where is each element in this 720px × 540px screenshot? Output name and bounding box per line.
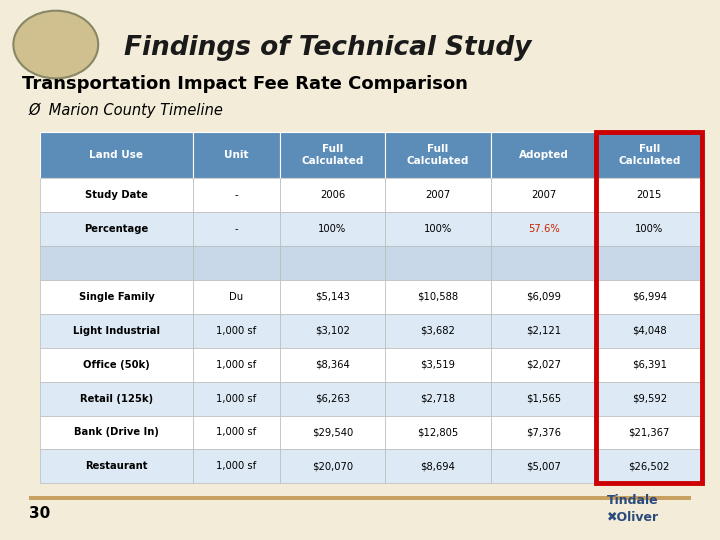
Text: Findings of Technical Study: Findings of Technical Study: [124, 35, 531, 61]
Text: $6,391: $6,391: [631, 360, 667, 370]
Text: $2,027: $2,027: [526, 360, 561, 370]
Text: Full
Calculated: Full Calculated: [301, 144, 364, 166]
Text: Adopted: Adopted: [518, 150, 569, 160]
Text: $6,263: $6,263: [315, 394, 350, 403]
Text: $5,007: $5,007: [526, 461, 561, 471]
Text: $10,588: $10,588: [418, 292, 459, 302]
Text: Percentage: Percentage: [84, 224, 148, 234]
Text: Retail (125k): Retail (125k): [80, 394, 153, 403]
Text: $6,099: $6,099: [526, 292, 561, 302]
Text: Land Use: Land Use: [89, 150, 143, 160]
Text: 2007: 2007: [531, 190, 557, 200]
Text: 1,000 sf: 1,000 sf: [216, 326, 256, 336]
Text: Study Date: Study Date: [85, 190, 148, 200]
Text: 100%: 100%: [318, 224, 346, 234]
Text: 30: 30: [29, 507, 50, 522]
Text: 1,000 sf: 1,000 sf: [216, 360, 256, 370]
Text: $5,143: $5,143: [315, 292, 350, 302]
Text: Full
Calculated: Full Calculated: [618, 144, 680, 166]
Text: 1,000 sf: 1,000 sf: [216, 428, 256, 437]
Text: 1,000 sf: 1,000 sf: [216, 394, 256, 403]
Text: ✖Oliver: ✖Oliver: [607, 511, 659, 524]
Text: Unit: Unit: [224, 150, 248, 160]
Text: Du: Du: [230, 292, 243, 302]
Text: Restaurant: Restaurant: [85, 461, 148, 471]
Text: $7,376: $7,376: [526, 428, 561, 437]
Text: Bank (Drive In): Bank (Drive In): [74, 428, 159, 437]
Text: $26,502: $26,502: [629, 461, 670, 471]
Text: $21,367: $21,367: [629, 428, 670, 437]
Text: $3,519: $3,519: [420, 360, 456, 370]
Text: -: -: [235, 224, 238, 234]
Text: Light Industrial: Light Industrial: [73, 326, 160, 336]
Text: 1,000 sf: 1,000 sf: [216, 461, 256, 471]
Text: $2,718: $2,718: [420, 394, 456, 403]
Text: $8,364: $8,364: [315, 360, 350, 370]
Text: $1,565: $1,565: [526, 394, 561, 403]
Circle shape: [14, 11, 98, 78]
Text: Tindale: Tindale: [607, 494, 659, 507]
Text: $8,694: $8,694: [420, 461, 456, 471]
Text: $3,682: $3,682: [420, 326, 456, 336]
Text: 100%: 100%: [635, 224, 663, 234]
Text: $29,540: $29,540: [312, 428, 353, 437]
Text: $20,070: $20,070: [312, 461, 353, 471]
Text: 2015: 2015: [636, 190, 662, 200]
Text: 57.6%: 57.6%: [528, 224, 559, 234]
Text: $4,048: $4,048: [632, 326, 667, 336]
Text: Ø  Marion County Timeline: Ø Marion County Timeline: [29, 103, 224, 118]
Text: -: -: [235, 190, 238, 200]
Text: $3,102: $3,102: [315, 326, 350, 336]
Text: Office (50k): Office (50k): [83, 360, 150, 370]
Text: 100%: 100%: [424, 224, 452, 234]
Text: 2006: 2006: [320, 190, 345, 200]
Text: Transportation Impact Fee Rate Comparison: Transportation Impact Fee Rate Compariso…: [22, 75, 467, 93]
Text: Single Family: Single Family: [78, 292, 154, 302]
Text: $2,121: $2,121: [526, 326, 561, 336]
Text: $6,994: $6,994: [631, 292, 667, 302]
Text: $12,805: $12,805: [418, 428, 459, 437]
Text: Full
Calculated: Full Calculated: [407, 144, 469, 166]
Text: 2007: 2007: [426, 190, 451, 200]
Text: $9,592: $9,592: [631, 394, 667, 403]
